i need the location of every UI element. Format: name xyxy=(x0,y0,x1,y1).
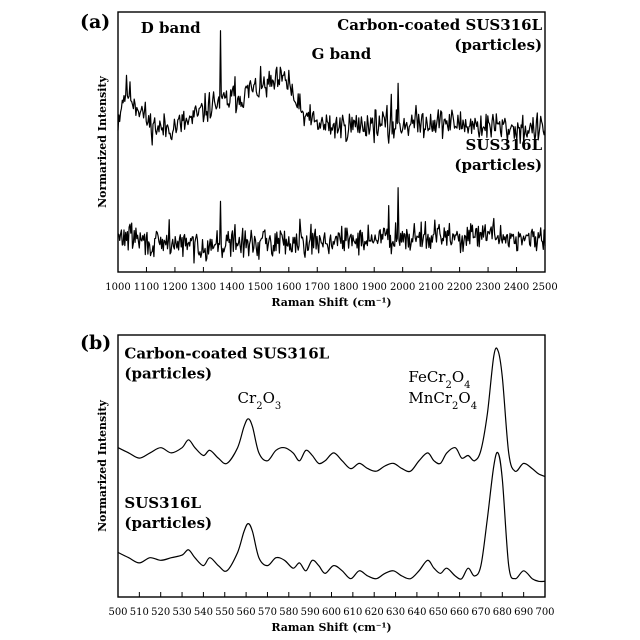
x-axis-label: Raman Shift (cm⁻¹) xyxy=(271,621,391,634)
y-axis-label: Normarized Intensity xyxy=(96,76,109,208)
x-tick-label: 590 xyxy=(301,607,320,618)
annotation-line: Carbon-coated SUS316L xyxy=(124,345,329,363)
x-tick-label: 670 xyxy=(471,607,490,618)
x-tick-label: 630 xyxy=(386,607,405,618)
annotation: G band xyxy=(312,45,372,63)
panel-a: (a) 1000 11001200 13001400 15001600 170018001… xyxy=(80,11,558,309)
x-tick-label: 600 xyxy=(322,607,341,618)
formula-part: O xyxy=(452,368,464,386)
x-tick-label: 2100 xyxy=(418,282,443,293)
x-tick-label: 700 xyxy=(535,607,554,618)
formula-part: MnCr xyxy=(408,389,452,407)
x-tick-label: 1600 xyxy=(276,282,301,293)
x-tick-label: 1400 xyxy=(219,282,244,293)
annotation-formula: MnCr2O4 xyxy=(408,389,477,412)
formula-subscript: 4 xyxy=(471,401,477,412)
x-tick-label: 1300 xyxy=(191,282,216,293)
annotation: D band xyxy=(141,19,201,37)
formula-part: O xyxy=(458,389,470,407)
x-tick-label: 1500 xyxy=(248,282,273,293)
spectrum-line xyxy=(118,188,545,263)
x-tick-label: 510 xyxy=(130,607,149,618)
annotation-line: (particles) xyxy=(124,514,212,532)
y-axis-label: Normarized Intensity xyxy=(96,400,109,532)
annotation-line: (particles) xyxy=(454,156,542,174)
x-tick-label: 2200 xyxy=(447,282,472,293)
x-axis-label: Raman Shift (cm⁻¹) xyxy=(271,296,391,309)
x-tick-label: 2400 xyxy=(504,282,529,293)
x-tick-label: 550 xyxy=(215,607,234,618)
annotation-line: (particles) xyxy=(454,36,542,54)
panel-b: (b)5005105205305405505605705805906006106… xyxy=(80,332,555,634)
x-tick-label: 680 xyxy=(493,607,512,618)
x-tick-label: 2300 xyxy=(475,282,500,293)
x-tick-label: 1900 xyxy=(361,282,386,293)
x-tick-label: 650 xyxy=(429,607,448,618)
x-tick-label: 2500 xyxy=(532,282,557,293)
formula-part: FeCr xyxy=(408,368,446,386)
panel-label: (a) xyxy=(80,11,110,33)
annotation-formula: FeCr2O4 xyxy=(408,368,470,391)
panel-label: (b) xyxy=(80,332,111,354)
x-tick-label: 610 xyxy=(343,607,362,618)
x-tick-label: 2000 xyxy=(390,282,415,293)
annotation-formula: Cr2O3 xyxy=(238,389,282,412)
x-tick-label: 580 xyxy=(279,607,298,618)
formula-part: Cr xyxy=(238,389,257,407)
x-tick-label: 1000 xyxy=(105,282,130,293)
x-tick-label: 560 xyxy=(237,607,256,618)
annotation-line: Carbon-coated SUS316L xyxy=(337,16,542,34)
x-tick-label: 1800 xyxy=(333,282,358,293)
x-tick-label: 530 xyxy=(173,607,192,618)
x-tick-label: 540 xyxy=(194,607,213,618)
x-tick-label: 570 xyxy=(258,607,277,618)
formula-part: O xyxy=(263,389,275,407)
x-tick-label: 1200 xyxy=(162,282,187,293)
annotation-line: (particles) xyxy=(124,365,212,383)
x-tick-label: 500 xyxy=(108,607,127,618)
formula-subscript: 3 xyxy=(275,401,281,412)
x-tick-label: 1100 xyxy=(134,282,159,293)
annotation-line: SUS316L xyxy=(466,136,543,154)
x-tick-label: 520 xyxy=(151,607,170,618)
x-tick-label: 690 xyxy=(514,607,533,618)
x-tick-label: 660 xyxy=(450,607,469,618)
x-tick-label: 620 xyxy=(365,607,384,618)
annotation-line: SUS316L xyxy=(124,494,201,512)
x-tick-label: 1700 xyxy=(305,282,330,293)
x-tick-label: 640 xyxy=(407,607,426,618)
